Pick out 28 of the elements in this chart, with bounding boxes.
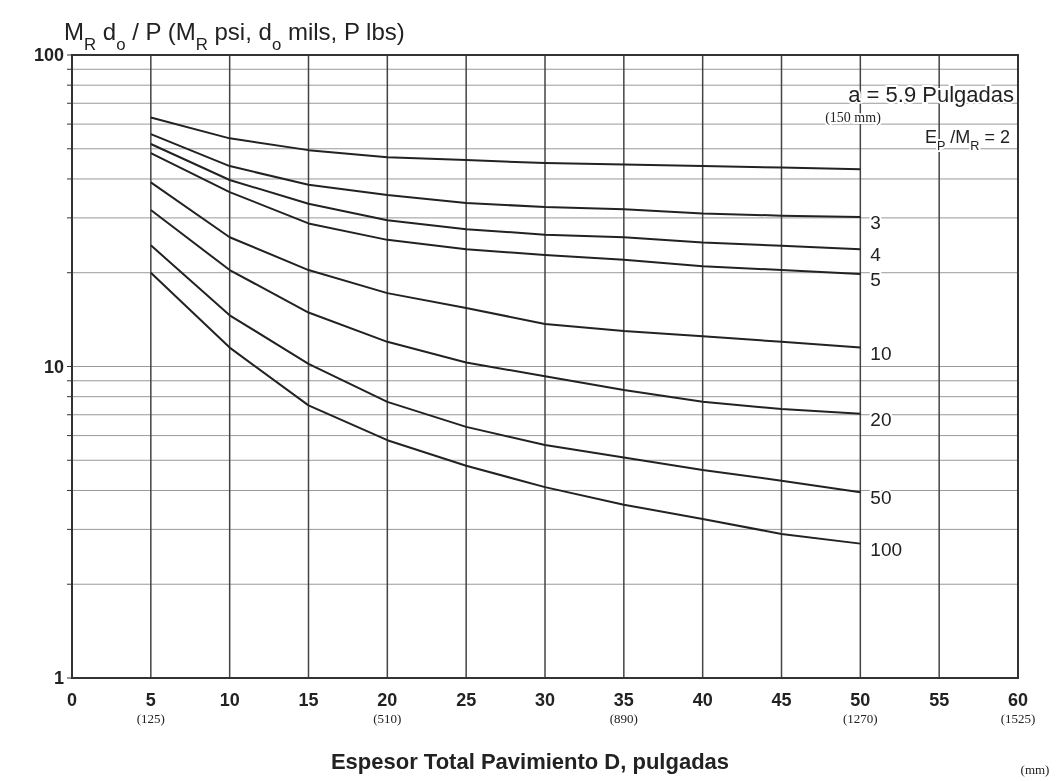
- line-series: [149, 244, 862, 494]
- series-label: 20: [870, 408, 892, 430]
- series-label: 4: [870, 244, 882, 266]
- series-label: 5: [870, 269, 881, 291]
- y-tick-label: 1: [53, 668, 64, 688]
- line-series: [149, 181, 862, 349]
- line-series: [149, 208, 862, 415]
- series-label: 100: [870, 538, 903, 560]
- chart-title: M$_{R}$ d$_{o}$ / P (M$_{R}$ psi, d$_{o}$ mils, P lbs): [64, 18, 405, 54]
- x-tick-label: 55: [929, 690, 950, 710]
- x-tick-label: 0: [66, 690, 78, 710]
- line-series: [149, 133, 862, 218]
- x-tick-label: 40: [692, 690, 713, 710]
- y-tick-label: 100: [33, 45, 64, 65]
- x-tick-label: 25: [456, 690, 477, 710]
- x-tick-label: 10: [219, 690, 240, 710]
- series-label: 3: [870, 211, 881, 233]
- x-tick-label: 15: [298, 690, 319, 710]
- series-label: 10: [870, 342, 892, 364]
- text: (mm): [1020, 762, 1050, 777]
- x-axis-title: Espesor Total Pavimiento D, pulgadas: [330, 749, 730, 774]
- line-series: [149, 271, 862, 545]
- x-tick-label: 45: [771, 690, 792, 710]
- line-series: [149, 142, 862, 251]
- series-label: 50: [870, 487, 892, 509]
- line-series: [149, 152, 862, 276]
- x-tick-label: 30: [534, 690, 556, 710]
- y-tick-label: 10: [43, 356, 64, 377]
